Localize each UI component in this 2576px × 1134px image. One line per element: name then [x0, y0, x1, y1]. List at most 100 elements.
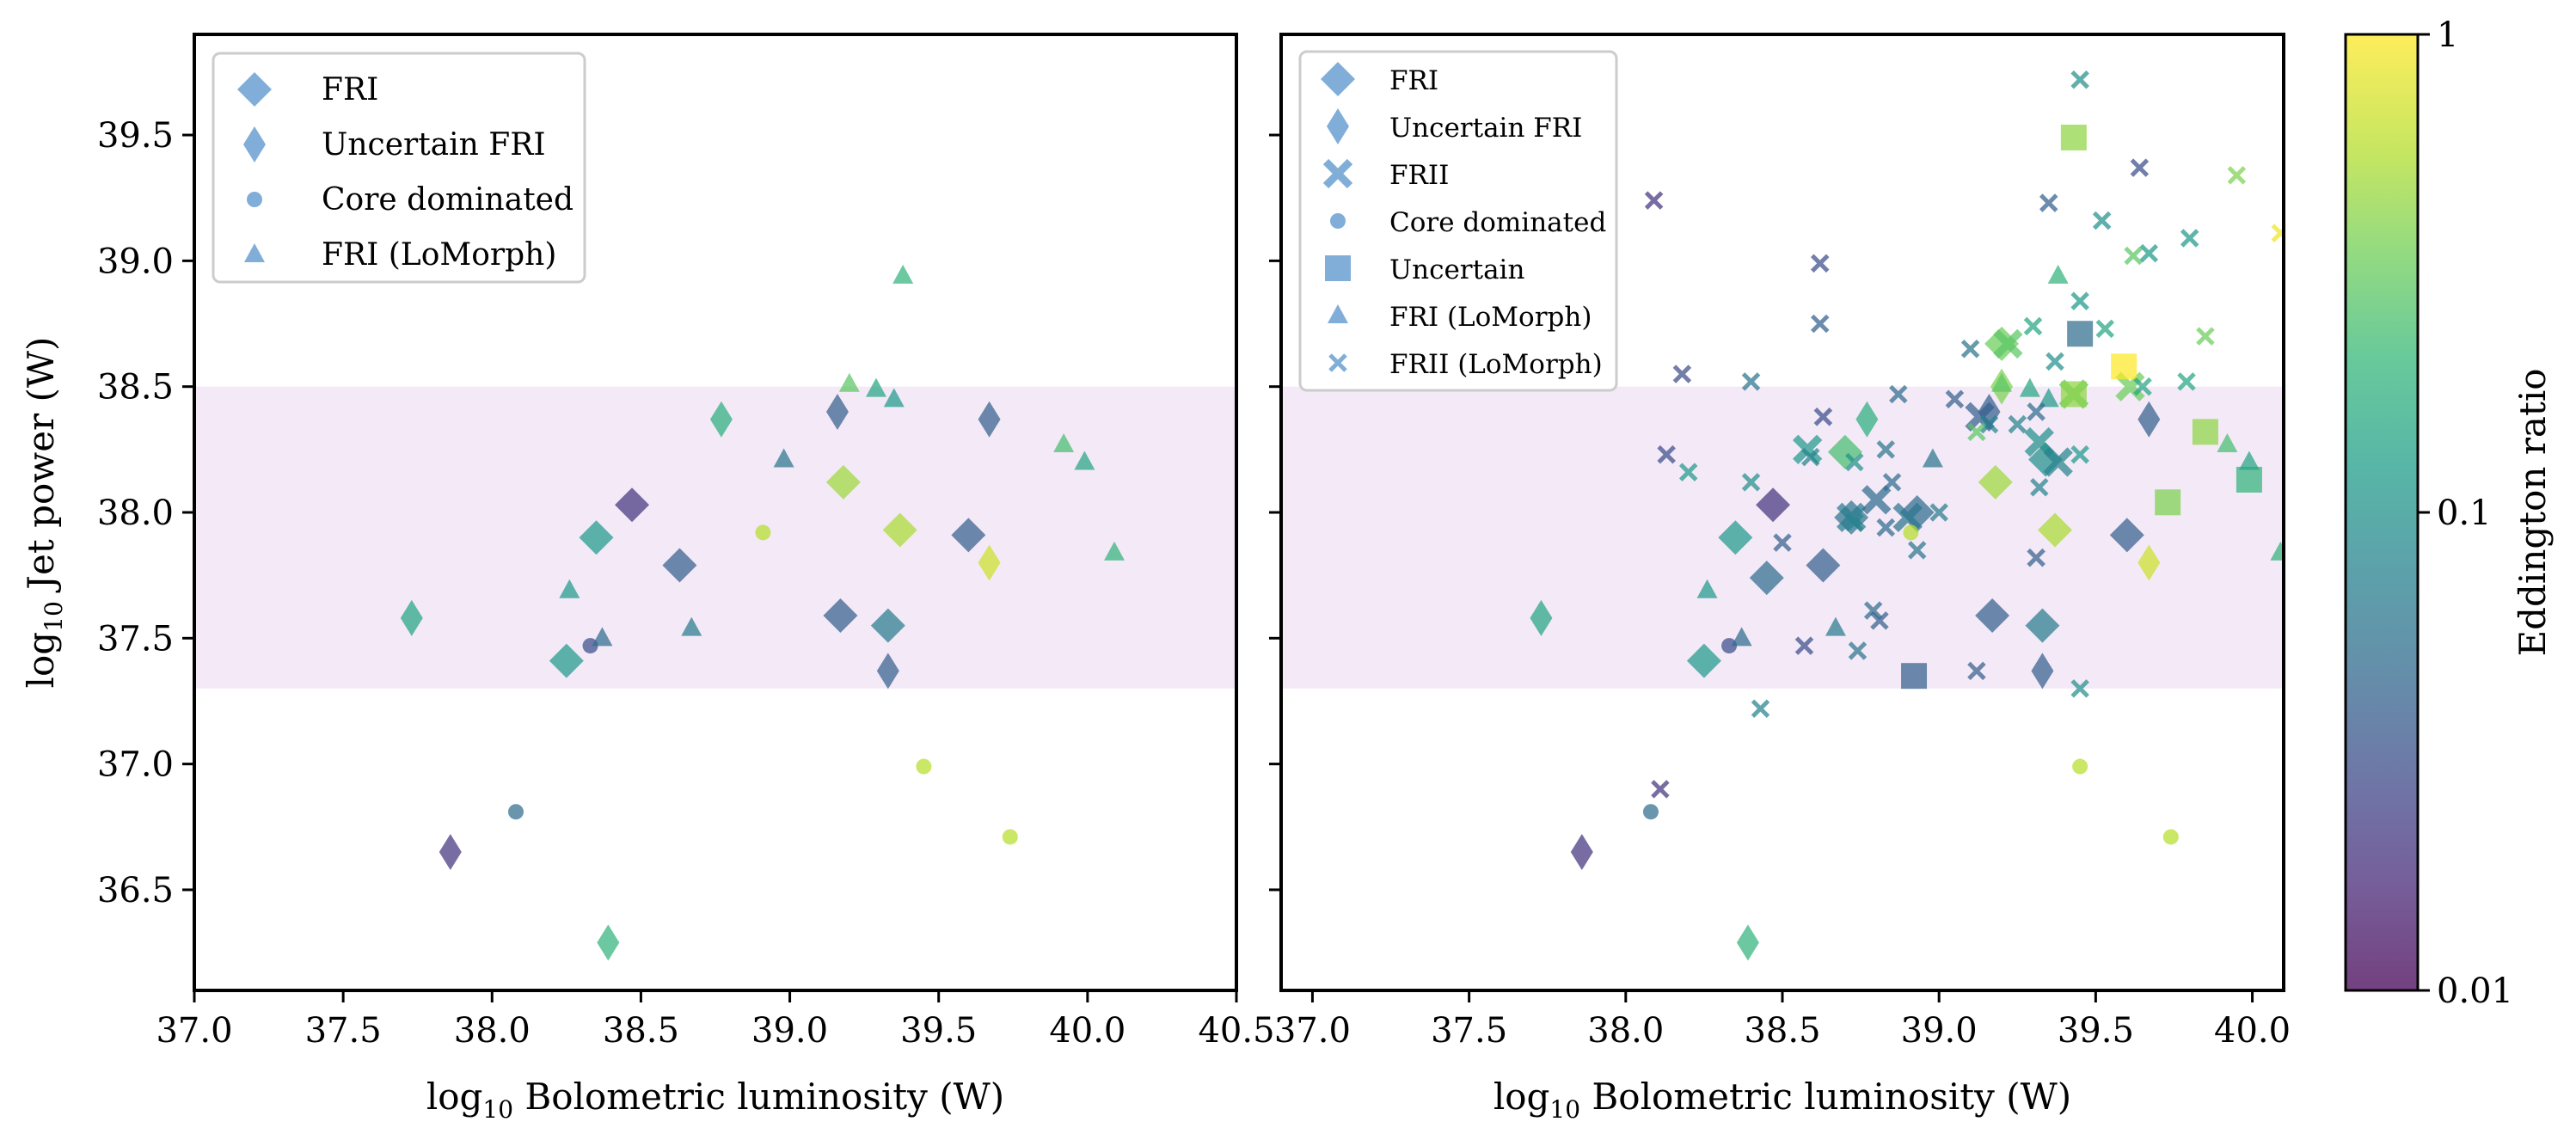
x-tick-label: 37.5: [305, 1011, 382, 1051]
y-tick-label: 38.5: [97, 368, 174, 408]
point-frii-lomorph: [2045, 352, 2064, 371]
colorbar-tick-label: 0.01: [2437, 972, 2513, 1011]
colorbar-ticks: 1 0.1 0.01: [2418, 15, 2513, 1011]
colorbar-gradient: [2344, 33, 2420, 992]
y-tick-label: 38.0: [97, 493, 174, 533]
x-tick-label: 38.0: [454, 1011, 531, 1051]
right-panel: 37.0 37.5 38.0 38.5 39.0 39.5 40.0 log10 Bolom…: [1269, 33, 2291, 1124]
x-tick-label: 38.5: [603, 1011, 679, 1051]
point-frii-lomorph: [2039, 193, 2058, 212]
point-frii-lomorph: [1967, 422, 1986, 442]
point-fri: [882, 512, 917, 548]
point-frii: [1892, 502, 1923, 533]
point-frii-lomorph: [2130, 158, 2150, 177]
point-fri: [1718, 520, 1753, 555]
point-fri-lomorph: [1074, 451, 1095, 470]
point-frii-lomorph: [2008, 414, 2027, 434]
legend-label-core-dominated: Core dominated: [1389, 207, 1606, 238]
point-frii-lomorph: [1960, 340, 1980, 359]
point-uncertain: [2111, 353, 2137, 380]
point-frii-lomorph: [2070, 679, 2089, 698]
legend-marker-uncertain-fri: [243, 126, 266, 162]
y-axis-label: log10 Jet power (W): [20, 337, 68, 689]
x-tick-label: 40.5: [1198, 1011, 1274, 1051]
point-frii-lomorph: [2095, 319, 2115, 339]
point-frii-lomorph: [1657, 444, 1676, 464]
point-fri: [662, 548, 697, 583]
y-tick-label: 39.5: [97, 116, 174, 156]
point-fri: [1978, 464, 2013, 500]
point-fri: [2109, 518, 2144, 553]
point-uncertain-fri: [400, 599, 423, 636]
point-frii-lomorph: [1929, 503, 1948, 522]
point-frii-lomorph: [1801, 447, 1820, 467]
point-fri-lomorph: [1731, 627, 1752, 647]
x-tick-label: 37.5: [1431, 1011, 1507, 1051]
point-fri-lomorph: [2217, 432, 2238, 452]
legend-marker-core-dominated: [1330, 213, 1346, 229]
legend-label-uncertain: Uncertain: [1389, 254, 1524, 285]
point-frii: [1792, 434, 1823, 465]
point-uncertain-fri: [2137, 401, 2161, 438]
legend-label-fri: FRI: [322, 72, 378, 107]
point-frii-lomorph: [1773, 533, 1792, 552]
point-frii: [2043, 447, 2073, 477]
x-tick-label: 37.0: [1274, 1011, 1351, 1051]
point-uncertain-fri: [597, 924, 620, 961]
point-fri-lomorph: [865, 377, 886, 397]
x-tick-label: 37.0: [156, 1011, 232, 1051]
point-fri: [951, 518, 986, 553]
point-frii-lomorph: [2070, 291, 2089, 310]
point-frii-lomorph: [2124, 246, 2143, 266]
left-x-ticks: 37.0 37.5 38.0 38.5 39.0 39.5 40.0 40.5: [156, 990, 1275, 1051]
point-fri-lomorph: [2019, 377, 2040, 397]
legend-marker-fri: [237, 72, 272, 107]
right-scatter-points: [1530, 70, 2284, 961]
point-fri: [615, 487, 650, 523]
point-fri-lomorph: [773, 448, 794, 468]
point-frii-lomorph: [1741, 372, 1761, 391]
point-fri: [1975, 598, 2010, 633]
point-core-dominated: [2162, 829, 2179, 845]
legend-marker-uncertain-fri: [1327, 108, 1349, 144]
point-fri-lomorph: [1922, 448, 1943, 468]
point-uncertain: [2060, 381, 2087, 408]
point-frii: [1993, 328, 2023, 359]
point-uncertain-fri: [1570, 834, 1593, 871]
point-frii-lomorph: [2177, 372, 2196, 391]
point-frii-lomorph: [2196, 327, 2215, 346]
point-fri-lomorph: [592, 627, 613, 647]
point-frii-lomorph: [2139, 243, 2159, 263]
point-fri: [825, 464, 861, 500]
legend-label-uncertain-fri: Uncertain FRI: [322, 127, 546, 162]
point-fri-lomorph: [2047, 264, 2069, 284]
point-uncertain: [1901, 663, 1928, 690]
point-frii-lomorph: [1845, 512, 1864, 532]
point-core-dominated: [507, 804, 524, 820]
point-frii-lomorph: [1967, 661, 1986, 681]
y-tick-label: 39.0: [97, 242, 174, 281]
point-fri-lomorph: [559, 579, 580, 598]
point-fri-lomorph: [892, 264, 914, 284]
point-core-dominated: [1642, 804, 1659, 820]
point-fri: [2025, 608, 2060, 643]
point-frii-lomorph: [2092, 211, 2112, 230]
point-fri-lomorph: [883, 388, 905, 408]
point-core-dominated: [2072, 758, 2088, 775]
legend-marker-fri: [1321, 62, 1355, 96]
right-y-ticks: [1269, 133, 1281, 892]
point-frii-lomorph: [2027, 402, 2045, 421]
point-frii-lomorph: [1672, 365, 1692, 383]
point-uncertain-fri: [1530, 599, 1553, 636]
point-fri: [1756, 487, 1791, 523]
point-fri-lomorph: [2238, 451, 2260, 470]
point-uncertain: [2067, 321, 2094, 347]
legend-label-frii-lomorph: FRII (LoMorph): [1389, 349, 1603, 380]
point-core-dominated: [1903, 524, 1919, 541]
point-frii: [1861, 485, 1892, 515]
point-uncertain: [2192, 419, 2218, 445]
point-frii-lomorph: [2133, 377, 2152, 396]
point-frii-lomorph: [1741, 473, 1761, 492]
point-fri: [579, 520, 614, 555]
point-fri: [1686, 643, 1721, 678]
